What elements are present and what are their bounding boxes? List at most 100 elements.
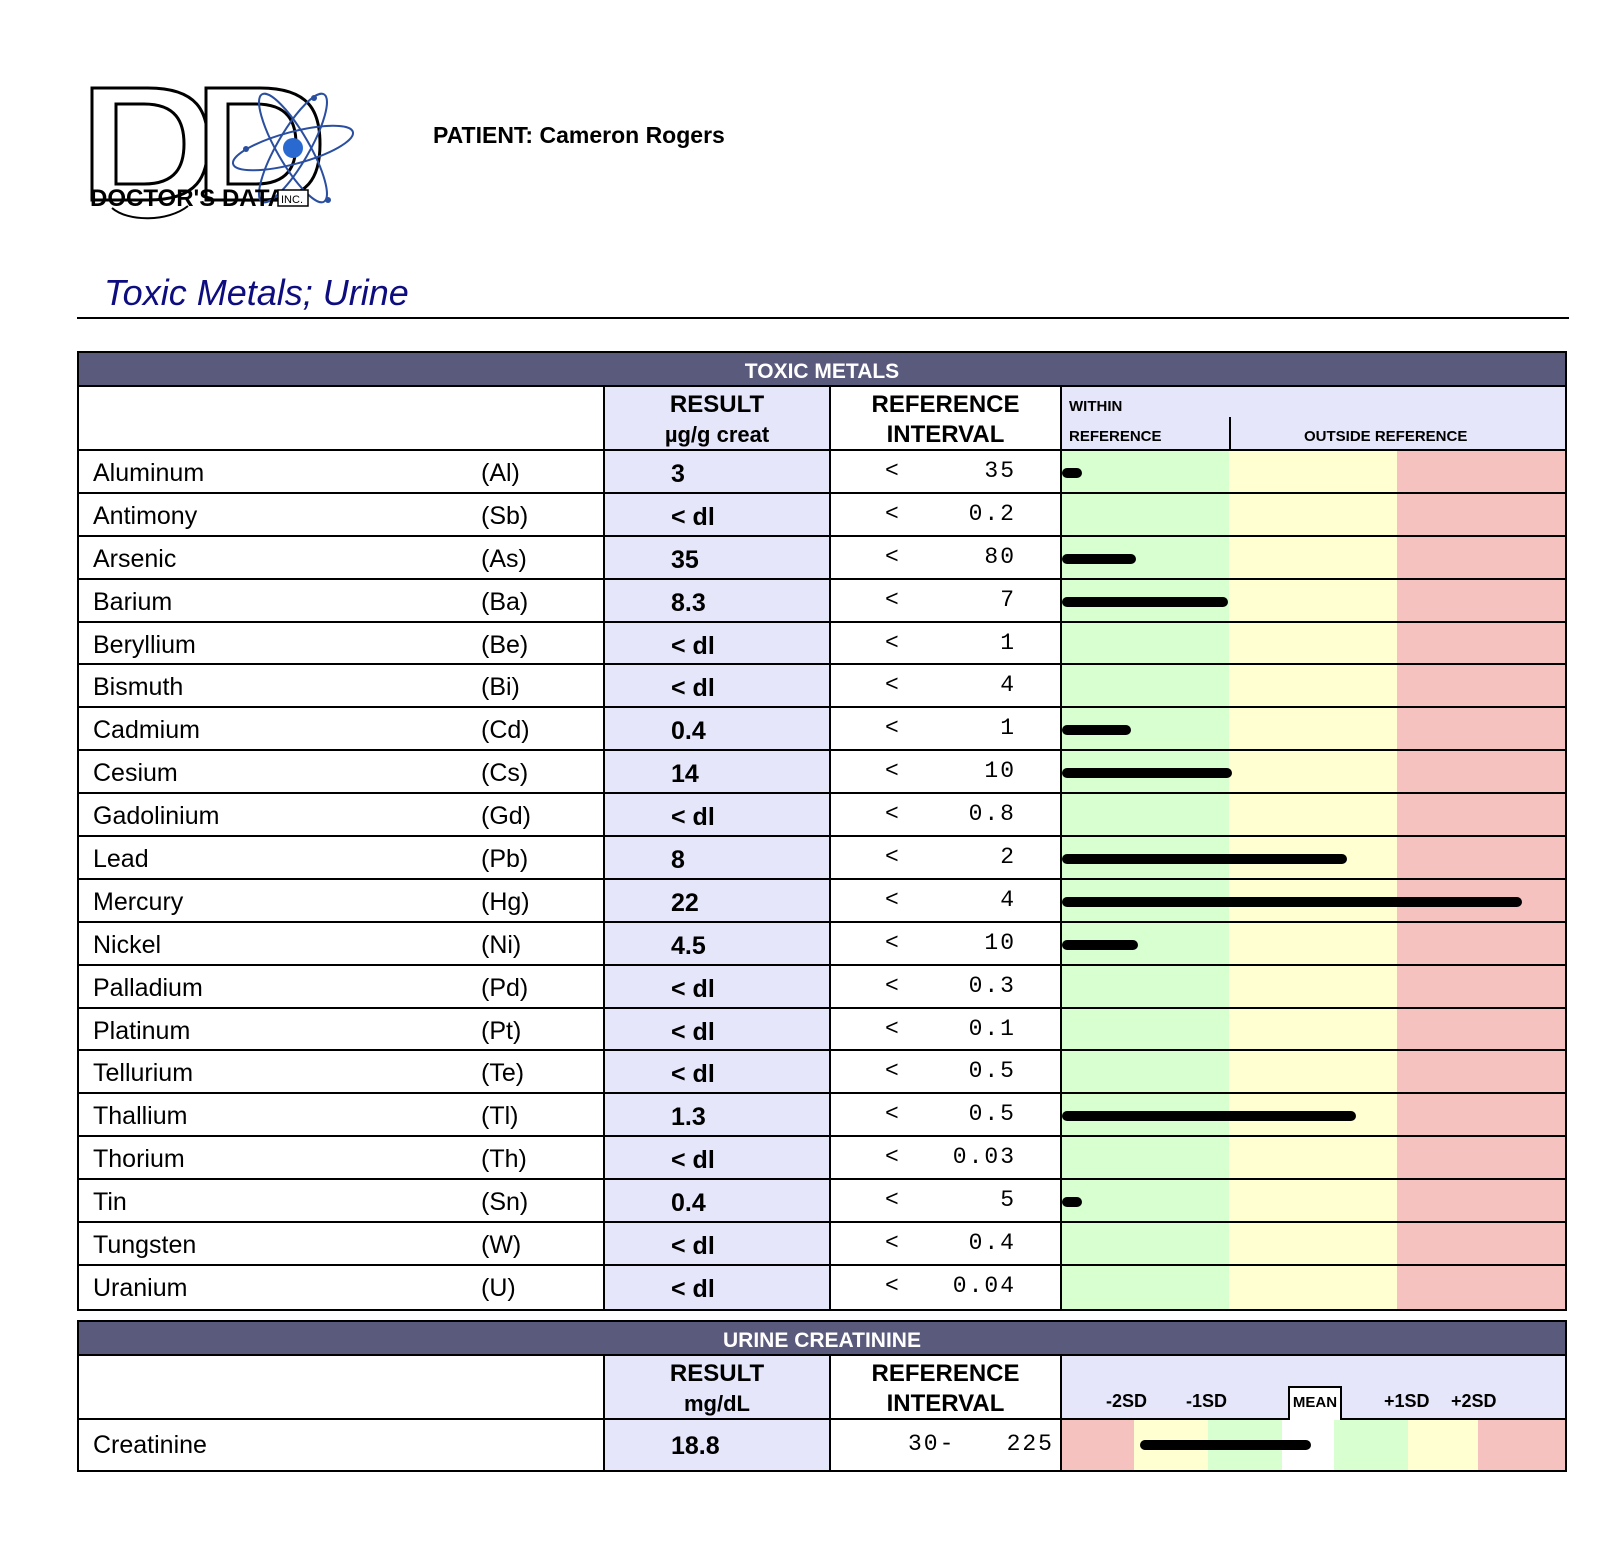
table-row: Thallium (Tl) 1.3 <0.5 [79, 1094, 1565, 1138]
element-symbol: (Bi) [481, 673, 520, 702]
zone-outside-yellow [1229, 794, 1397, 836]
toxic-metals-rows: Aluminum (Al) 3 <35 Antimony (Sb) < dl <0.2 Arse… [79, 451, 1565, 1309]
zone-outside-red [1397, 665, 1565, 707]
result-bar [1062, 596, 1228, 607]
reference-value: 0.4 [968, 1230, 1016, 1257]
result-graph [1062, 837, 1565, 880]
zone-red-low [1062, 1420, 1134, 1470]
zone-outside-red [1397, 622, 1565, 664]
element-symbol: (Sn) [481, 1188, 529, 1217]
zone-outside-red [1397, 922, 1565, 964]
zone-outside-red [1397, 536, 1565, 578]
element-result: < dl [671, 502, 715, 531]
reference-header-label: REFERENCE [871, 391, 1020, 418]
creatinine-result-unit-label: mg/dL [684, 1391, 750, 1416]
zone-within-reference [1062, 622, 1229, 664]
zone-outside-yellow [1229, 1008, 1397, 1050]
zone-within-reference [1062, 1051, 1229, 1093]
within-reference-label: REFERENCE [1069, 428, 1162, 445]
element-result: < dl [671, 631, 715, 660]
reference-operator: < [885, 458, 899, 484]
minus-2sd-label: -2SD [1106, 1391, 1148, 1411]
zone-outside-yellow [1229, 665, 1397, 707]
urine-creatinine-section-header: URINE CREATININE [79, 1322, 1565, 1356]
toxic-metals-column-header: RESULT µg/g creat REFERENCE INTERVAL WIT… [79, 387, 1565, 451]
reference-operator: < [885, 844, 899, 871]
element-symbol: (Tl) [481, 1102, 519, 1131]
zone-outside-yellow [1229, 493, 1397, 535]
element-name: Tellurium [93, 1059, 194, 1088]
reference-operator: < [885, 886, 899, 913]
element-name: Uranium [93, 1273, 188, 1302]
element-name: Antimony [93, 501, 198, 530]
zone-outside-red [1397, 1051, 1565, 1093]
table-row: Barium (Ba) 8.3 <7 [79, 579, 1565, 623]
patient-label: PATIENT: [433, 122, 534, 148]
result-graph [1062, 879, 1565, 923]
reference-column-header: REFERENCE INTERVAL [831, 387, 1062, 449]
result-graph [1062, 579, 1565, 623]
table-row: Tellurium (Te) < dl <0.5 [79, 1051, 1565, 1095]
zone-outside-yellow [1229, 1137, 1397, 1179]
result-graph [1062, 1094, 1565, 1138]
element-symbol: (Pb) [481, 845, 529, 874]
zone-within-reference [1062, 965, 1229, 1007]
result-header-label: RESULT [669, 391, 765, 418]
result-graph [1062, 665, 1565, 709]
zone-outside-red [1397, 1008, 1565, 1050]
plus-2sd-label: +2SD [1451, 1391, 1497, 1411]
reference-operator: < [885, 586, 899, 613]
element-name: Bismuth [93, 673, 184, 702]
reference-operator: < [885, 543, 899, 570]
element-result: 0.4 [671, 1189, 706, 1218]
result-graph [1062, 708, 1565, 752]
creatinine-result-header-label: RESULT [669, 1360, 765, 1387]
reference-operator: < [885, 758, 899, 785]
element-symbol: (Sb) [481, 501, 529, 530]
element-column-header [79, 387, 605, 449]
table-row: Cadmium (Cd) 0.4 <1 [79, 708, 1565, 752]
creatinine-reference-column-header: REFERENCE INTERVAL [831, 1356, 1062, 1418]
result-bar [1062, 854, 1348, 865]
result-graph [1062, 965, 1565, 1009]
reference-value: 1 [1000, 715, 1016, 742]
patient-line: PATIENT: Cameron Rogers [433, 122, 725, 149]
patient-name: Cameron Rogers [539, 122, 725, 148]
zone-outside-yellow [1229, 536, 1397, 578]
creatinine-ref-low: 30- [908, 1431, 956, 1457]
zone-within-reference [1062, 794, 1229, 836]
result-graph [1062, 1180, 1565, 1223]
table-row: Tin (Sn) 0.4 <5 [79, 1180, 1565, 1224]
reference-value: 10 [984, 929, 1016, 956]
zone-outside-yellow [1229, 1180, 1397, 1222]
creatinine-name: Creatinine [93, 1431, 207, 1459]
result-graph [1062, 922, 1565, 966]
element-result: 3 [671, 460, 685, 488]
table-row: Arsenic (As) 35 <80 [79, 536, 1565, 580]
element-symbol: (Gd) [481, 802, 531, 831]
reference-operator: < [885, 929, 899, 956]
result-bar [1062, 468, 1082, 478]
result-graph [1062, 1265, 1565, 1309]
element-result: 4.5 [671, 931, 706, 960]
zone-outside-yellow [1229, 1223, 1397, 1264]
element-name: Cadmium [93, 716, 200, 745]
reference-operator: < [885, 715, 899, 742]
creatinine-result-bar [1140, 1440, 1311, 1450]
zone-outside-yellow [1229, 708, 1397, 750]
result-graph [1062, 536, 1565, 580]
element-symbol: (Th) [481, 1145, 527, 1174]
creatinine-reference-header-label: REFERENCE [871, 1360, 1020, 1387]
result-bar [1062, 768, 1233, 779]
element-result: 0.4 [671, 717, 706, 746]
table-row: Lead (Pb) 8 <2 [79, 837, 1565, 880]
reference-value: 35 [984, 458, 1016, 484]
element-result: 35 [671, 545, 699, 574]
zone-outside-red [1397, 1180, 1565, 1222]
zone-outside-red [1397, 579, 1565, 621]
title-divider [77, 317, 1569, 319]
reference-operator: < [885, 801, 899, 828]
result-graph [1062, 794, 1565, 837]
table-row: Cesium (Cs) 14 <10 [79, 751, 1565, 795]
element-result: < dl [671, 674, 715, 703]
